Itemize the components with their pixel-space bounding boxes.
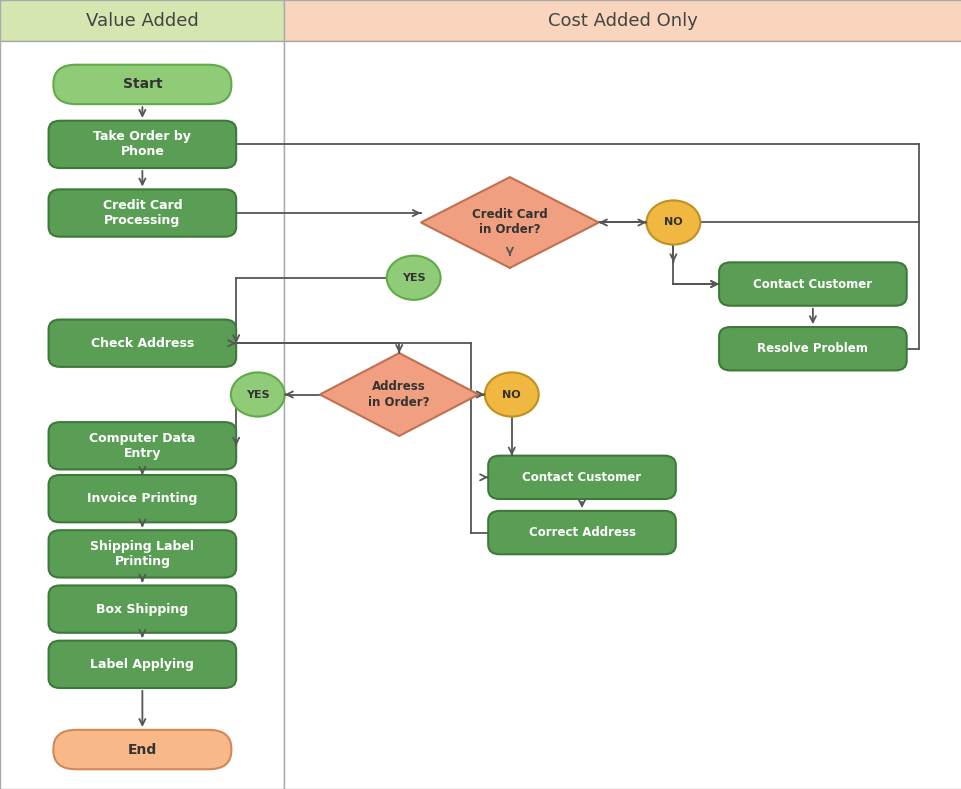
Text: Computer Data
Entry: Computer Data Entry [89,432,195,460]
Text: Address
in Order?: Address in Order? [368,380,430,409]
Text: Contact Customer: Contact Customer [752,278,872,290]
Text: Label Applying: Label Applying [90,658,194,671]
FancyBboxPatch shape [283,41,961,789]
Text: YES: YES [402,273,425,282]
Text: End: End [128,742,157,757]
FancyBboxPatch shape [48,422,235,469]
Polygon shape [319,353,478,436]
Text: Resolve Problem: Resolve Problem [756,342,868,355]
Text: Credit Card
in Order?: Credit Card in Order? [472,208,547,237]
FancyBboxPatch shape [487,511,675,554]
Text: Cost Added Only: Cost Added Only [548,12,697,29]
FancyBboxPatch shape [48,585,235,633]
Text: Value Added: Value Added [86,12,198,29]
Polygon shape [420,178,598,268]
Text: Invoice Printing: Invoice Printing [87,492,197,505]
FancyBboxPatch shape [48,475,235,522]
FancyBboxPatch shape [48,530,235,578]
Circle shape [231,372,284,417]
Text: Box Shipping: Box Shipping [96,603,188,615]
Text: Credit Card
Processing: Credit Card Processing [103,199,182,227]
Text: Shipping Label
Printing: Shipping Label Printing [90,540,194,568]
Circle shape [484,372,538,417]
FancyBboxPatch shape [48,320,235,367]
Text: NO: NO [663,218,682,227]
Text: Check Address: Check Address [90,337,194,350]
Circle shape [646,200,700,245]
Text: Take Order by
Phone: Take Order by Phone [93,130,191,159]
FancyBboxPatch shape [487,456,675,499]
Text: Correct Address: Correct Address [528,526,635,539]
FancyBboxPatch shape [283,0,961,41]
FancyBboxPatch shape [48,641,235,688]
FancyBboxPatch shape [718,262,905,305]
FancyBboxPatch shape [0,41,283,789]
FancyBboxPatch shape [0,0,283,41]
FancyBboxPatch shape [48,121,235,168]
Text: Start: Start [122,77,162,92]
Text: YES: YES [246,390,269,399]
FancyBboxPatch shape [718,327,905,370]
Text: NO: NO [502,390,521,399]
Text: Contact Customer: Contact Customer [522,471,641,484]
FancyBboxPatch shape [53,65,231,104]
FancyBboxPatch shape [53,730,231,769]
FancyBboxPatch shape [48,189,235,237]
Circle shape [386,256,440,300]
